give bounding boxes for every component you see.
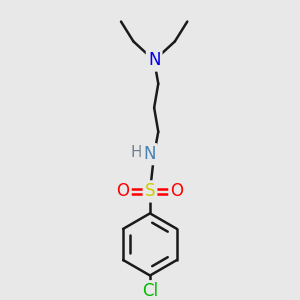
Text: O: O: [170, 182, 183, 200]
Text: N: N: [148, 52, 161, 70]
Text: N: N: [143, 145, 155, 163]
Text: S: S: [145, 182, 155, 200]
Text: H: H: [131, 145, 142, 160]
Text: Cl: Cl: [142, 282, 158, 300]
Text: O: O: [117, 182, 130, 200]
